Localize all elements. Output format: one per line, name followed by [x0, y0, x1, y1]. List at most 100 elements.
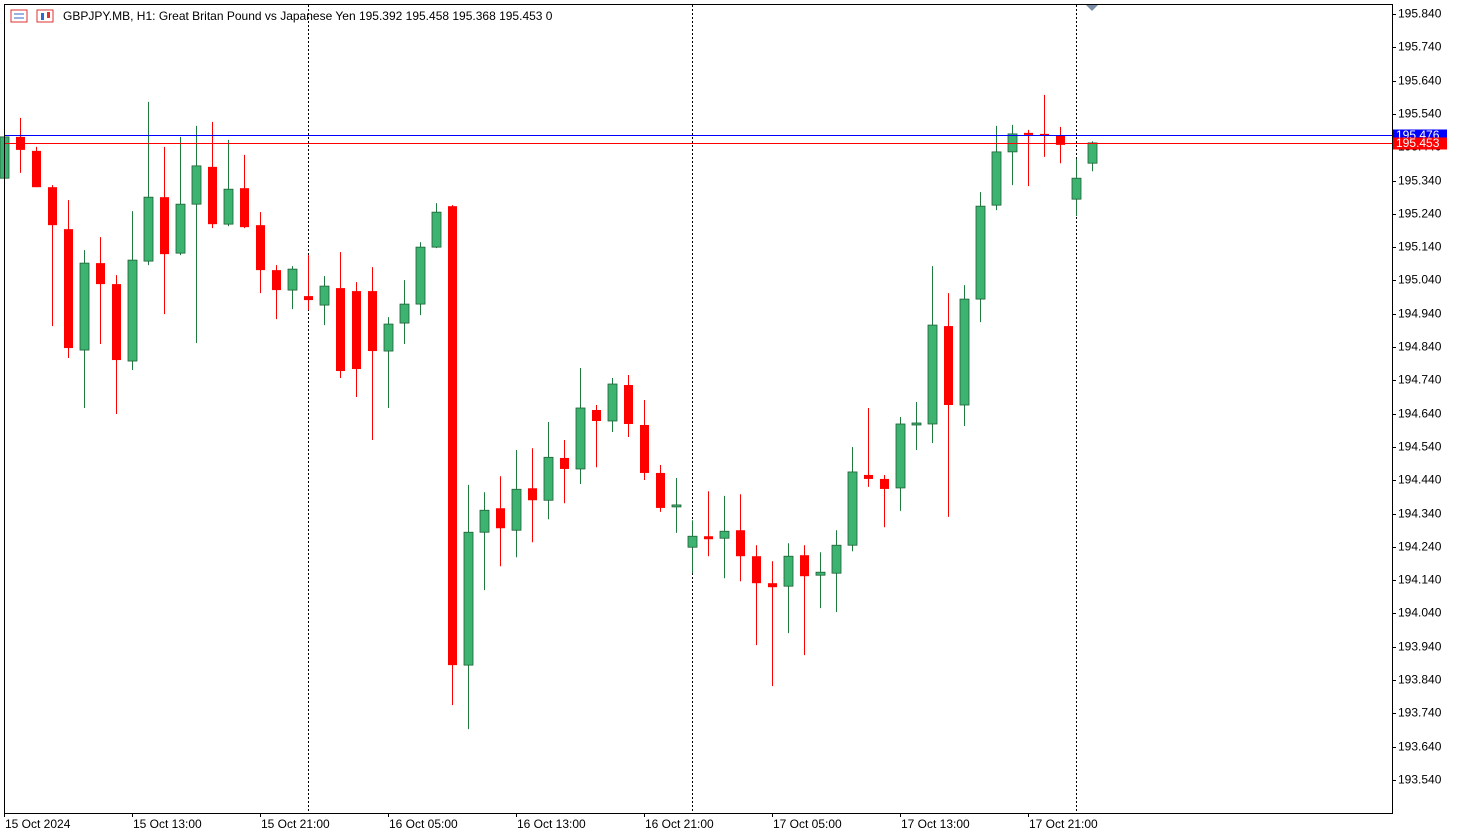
x-tick-label: 17 Oct 21:00 [1029, 817, 1098, 831]
x-tick-label: 15 Oct 2024 [5, 817, 71, 831]
candle-body [304, 296, 313, 301]
candle-body [175, 203, 186, 254]
candle-body [847, 471, 858, 546]
y-tick-label: 195.140 [1398, 240, 1442, 254]
candle-body [415, 246, 426, 305]
x-tick-label: 16 Oct 13:00 [517, 817, 586, 831]
candle-body [160, 197, 169, 255]
candle-body [624, 385, 633, 424]
y-tick-label: 195.240 [1398, 207, 1442, 221]
plot-frame [4, 4, 1393, 814]
candle-body [719, 530, 730, 539]
y-tick-label: 193.840 [1398, 673, 1442, 687]
price-label: 195.453 [1396, 136, 1440, 150]
y-tick-label: 193.940 [1398, 640, 1442, 654]
candle-body [96, 263, 105, 285]
candle-body [511, 488, 522, 531]
candle-body [448, 206, 457, 666]
candle-body [575, 407, 586, 470]
candle-body [479, 509, 490, 533]
candle-body [864, 474, 873, 479]
x-tick-label: 17 Oct 05:00 [773, 817, 842, 831]
y-tick-label: 195.740 [1398, 40, 1442, 54]
y-tick-label: 195.540 [1398, 107, 1442, 121]
candle-body [272, 270, 281, 291]
candle-body [687, 535, 698, 548]
y-tick-label: 194.740 [1398, 373, 1442, 387]
candle-body [800, 555, 809, 577]
candle-body [463, 531, 474, 666]
candle-body [783, 555, 794, 587]
period-separators [308, 5, 1077, 813]
candle-body [208, 166, 217, 225]
candle-body [223, 188, 234, 225]
y-tick-label: 194.540 [1398, 440, 1442, 454]
candle-body [671, 504, 682, 508]
candle-body [1040, 133, 1049, 136]
candle-body [127, 259, 138, 362]
candle-body [959, 298, 970, 406]
candle-body [831, 544, 842, 574]
candle-body [336, 288, 345, 372]
candle-body [112, 284, 121, 361]
candle-body [32, 150, 41, 188]
y-tick-label: 193.540 [1398, 773, 1442, 787]
y-tick-label: 194.640 [1398, 407, 1442, 421]
candle-body [991, 151, 1002, 206]
candle-body [191, 165, 202, 205]
y-tick-label: 195.840 [1398, 7, 1442, 21]
y-tick-label: 195.640 [1398, 74, 1442, 88]
x-tick-label: 15 Oct 21:00 [261, 817, 330, 831]
candle-body [319, 285, 330, 306]
x-tick-label: 16 Oct 05:00 [389, 817, 458, 831]
candle-body [431, 211, 442, 248]
candle-body [607, 383, 618, 422]
candle-body [543, 456, 554, 501]
candle-body [399, 303, 410, 324]
candle-body [1087, 142, 1098, 164]
x-tick-label: 17 Oct 13:00 [901, 817, 970, 831]
candle-body [927, 324, 938, 425]
y-tick-label: 193.640 [1398, 740, 1442, 754]
candle-body [911, 422, 922, 426]
candle-body [496, 508, 505, 529]
candle-body [528, 488, 537, 501]
candle-body [656, 472, 665, 508]
candle-body [975, 205, 986, 300]
icon [10, 9, 28, 23]
chart-title: GBPJPY.MB, H1: Great Britan Pound vs Jap… [63, 9, 553, 23]
candle-body [944, 326, 953, 406]
candle-body [1024, 132, 1033, 135]
price-label-box [1393, 137, 1447, 150]
candle-body [736, 530, 745, 557]
y-tick-label: 194.840 [1398, 340, 1442, 354]
y-tick-label: 194.340 [1398, 507, 1442, 521]
candle-body [752, 556, 761, 584]
candle-body [640, 424, 649, 473]
title-icons [10, 9, 54, 23]
candle-body [815, 571, 826, 576]
shift-marker [1086, 5, 1098, 11]
candle-body [48, 187, 57, 226]
candle-body [240, 188, 249, 228]
candle-body [256, 225, 265, 271]
y-tick-label: 195.040 [1398, 273, 1442, 287]
candle-body [143, 196, 154, 262]
y-tick-label: 194.440 [1398, 473, 1442, 487]
candle-body [1056, 135, 1065, 145]
candle-body [64, 229, 73, 349]
y-tick-label: 194.940 [1398, 307, 1442, 321]
candle-body [880, 478, 889, 489]
y-tick-label: 194.140 [1398, 573, 1442, 587]
candle-body [383, 323, 394, 352]
candle-body [768, 583, 777, 588]
candle-body [895, 423, 906, 489]
candle-body [79, 262, 90, 351]
y-tick-label: 193.740 [1398, 706, 1442, 720]
x-tick-label: 16 Oct 21:00 [645, 817, 714, 831]
y-tick-label: 195.340 [1398, 174, 1442, 188]
icon [41, 13, 44, 20]
